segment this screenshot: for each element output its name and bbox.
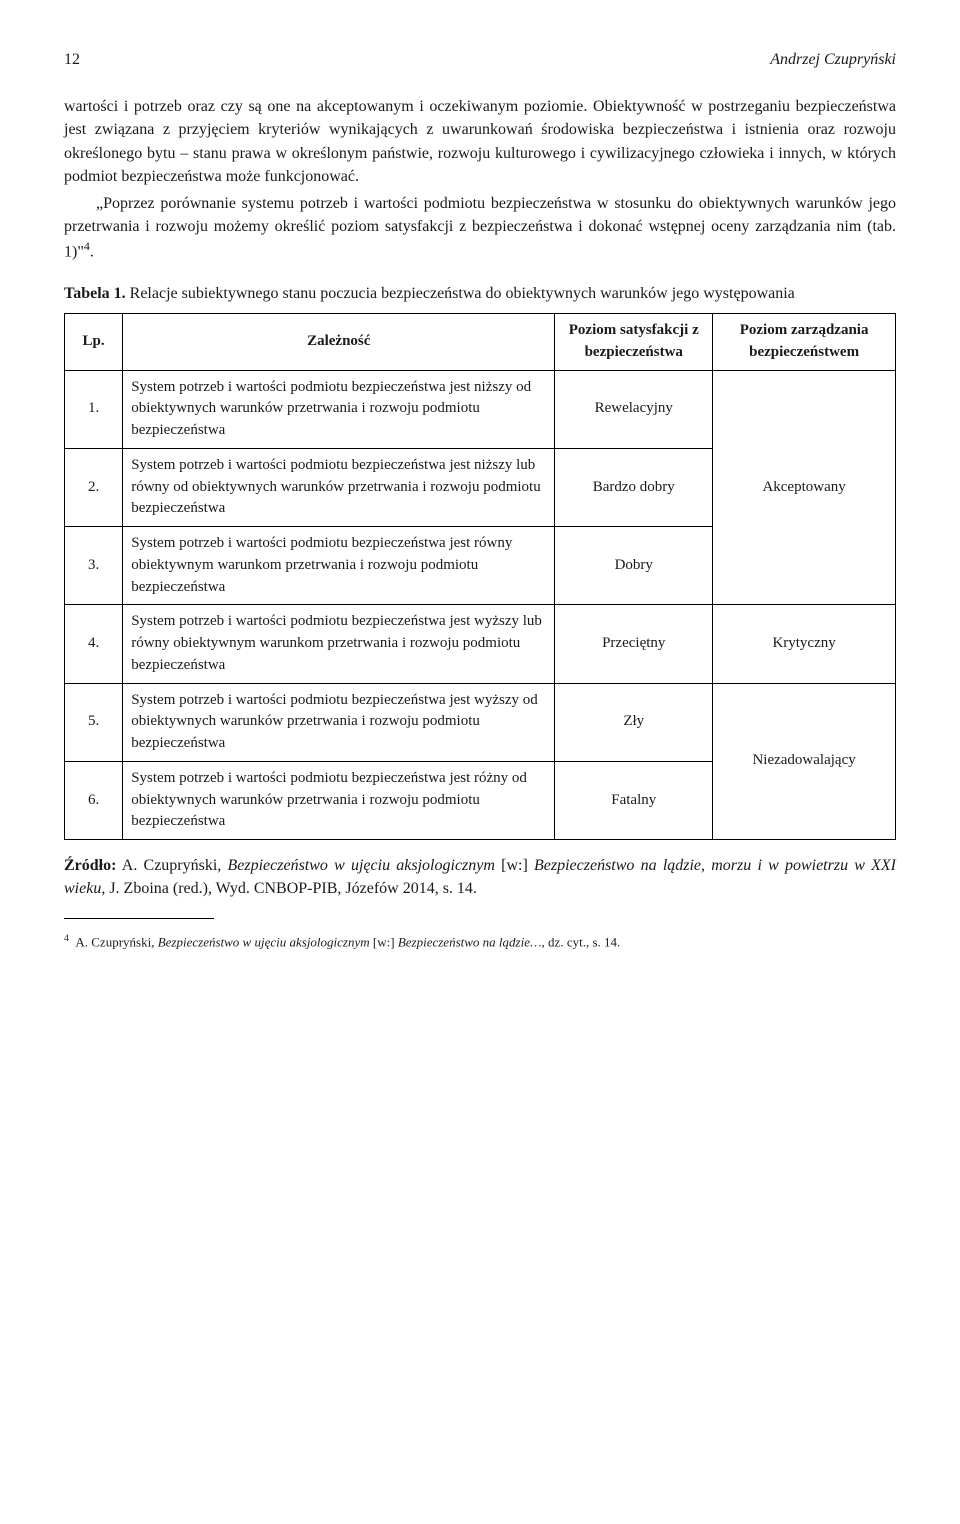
cell-sat: Bardzo dobry [555, 448, 713, 526]
source-text-b: [w:] [495, 857, 534, 874]
th-poziom-zar: Poziom zarządzania bezpieczeństwem [713, 314, 896, 371]
cell-sat: Rewelacyjny [555, 370, 713, 448]
cell-num: 2. [65, 448, 123, 526]
cell-num: 6. [65, 761, 123, 839]
cell-zal: System potrzeb i wartości podmiotu bezpi… [123, 370, 555, 448]
table-row: 4. System potrzeb i wartości podmiotu be… [65, 605, 896, 683]
page-number: 12 [64, 48, 80, 71]
footnote-number: 4 [64, 933, 69, 944]
cell-sat: Zły [555, 683, 713, 761]
cell-num: 5. [65, 683, 123, 761]
paragraph-2-tail: . [90, 244, 94, 261]
paragraph-2-text: „Poprzez porównanie systemu potrzeb i wa… [64, 195, 896, 261]
footnote-separator [64, 918, 214, 919]
cell-zal: System potrzeb i wartości podmiotu bezpi… [123, 448, 555, 526]
cell-zal: System potrzeb i wartości podmiotu bezpi… [123, 527, 555, 605]
cell-sat: Przeciętny [555, 605, 713, 683]
source-text-c: , J. Zboina (red.), Wyd. CNBOP-PIB, Józe… [101, 880, 477, 897]
table-source: Źródło: A. Czupryński, Bezpieczeństwo w … [64, 854, 896, 900]
table-header-row: Lp. Zależność Poziom satysfakcji z bezpi… [65, 314, 896, 371]
paragraph-1: wartości i potrzeb oraz czy są one na ak… [64, 95, 896, 188]
th-zaleznosc: Zależność [123, 314, 555, 371]
table-caption-text: Relacje subiektywnego stanu poczucia bez… [126, 285, 795, 302]
source-label: Źródło: [64, 857, 116, 874]
header-author: Andrzej Czupryński [770, 48, 896, 71]
table-relations: Lp. Zależność Poziom satysfakcji z bezpi… [64, 313, 896, 840]
cell-num: 1. [65, 370, 123, 448]
th-lp: Lp. [65, 314, 123, 371]
table-row: 5. System potrzeb i wartości podmiotu be… [65, 683, 896, 761]
cell-zal: System potrzeb i wartości podmiotu bezpi… [123, 683, 555, 761]
cell-zar: Niezadowalający [713, 683, 896, 840]
cell-zar: Krytyczny [713, 605, 896, 683]
footnote-4: 4 A. Czupryński, Bezpieczeństwo w ujęciu… [64, 932, 896, 951]
table-caption-label: Tabela 1. [64, 285, 126, 302]
paragraph-2: „Poprzez porównanie systemu potrzeb i wa… [64, 192, 896, 264]
source-ital-a: Bezpieczeństwo w ujęciu aksjologicznym [228, 857, 495, 874]
running-header: 12 Andrzej Czupryński [64, 48, 896, 71]
footnote-text-b: [w:] [370, 935, 398, 950]
cell-zar: Akceptowany [713, 370, 896, 605]
cell-num: 3. [65, 527, 123, 605]
footnote-ital-b: Bezpieczeństwo na lądzie… [398, 935, 542, 950]
table-row: 1. System potrzeb i wartości podmiotu be… [65, 370, 896, 448]
table-caption: Tabela 1. Relacje subiektywnego stanu po… [64, 282, 896, 305]
footnote-ital-a: Bezpieczeństwo w ujęciu aksjologicznym [158, 935, 370, 950]
cell-zal: System potrzeb i wartości podmiotu bezpi… [123, 605, 555, 683]
th-poziom-sat: Poziom satysfakcji z bezpieczeństwa [555, 314, 713, 371]
footnote-text-c: , dz. cyt., s. 14. [542, 935, 621, 950]
cell-sat: Dobry [555, 527, 713, 605]
cell-zal: System potrzeb i wartości podmiotu bezpi… [123, 761, 555, 839]
cell-num: 4. [65, 605, 123, 683]
footnote-text-a: A. Czupryński, [75, 935, 157, 950]
source-text-a: A. Czupryński, [116, 857, 227, 874]
cell-sat: Fatalny [555, 761, 713, 839]
